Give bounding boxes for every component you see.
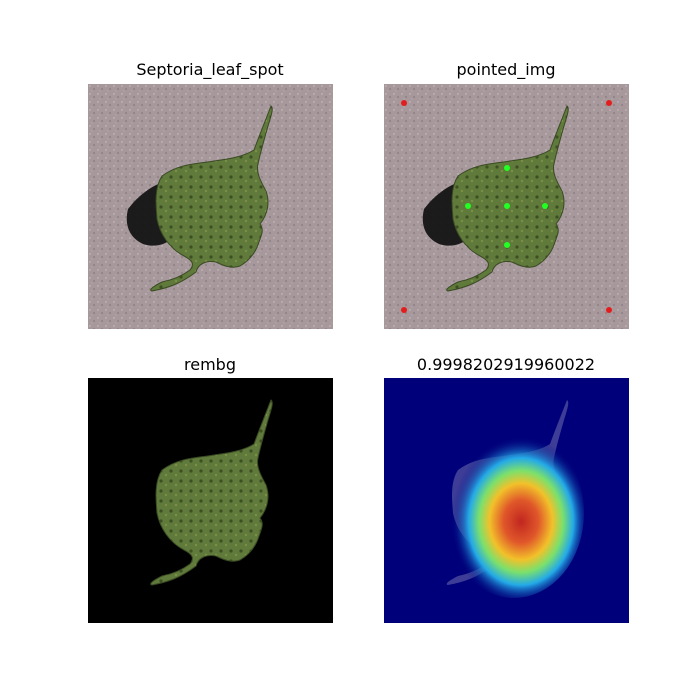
leaf-point bbox=[465, 203, 471, 209]
leaf-image-original bbox=[88, 84, 333, 329]
leaf-point bbox=[504, 203, 510, 209]
leaf-image-rembg bbox=[88, 378, 333, 623]
corner-point bbox=[401, 100, 407, 106]
corner-points bbox=[401, 100, 612, 313]
corner-point bbox=[606, 307, 612, 313]
panel-title-pointed: pointed_img bbox=[456, 60, 556, 79]
leaf-image-pointed bbox=[384, 84, 629, 329]
panel-title-original: Septoria_leaf_spot bbox=[136, 60, 284, 79]
corner-point bbox=[606, 100, 612, 106]
panel-title-rembg: rembg bbox=[184, 355, 236, 374]
corner-point bbox=[401, 307, 407, 313]
leaf-image-heatmap bbox=[384, 378, 629, 623]
leaf-point bbox=[542, 203, 548, 209]
leaf-point bbox=[504, 165, 510, 171]
heatmap-blob bbox=[444, 428, 584, 598]
leaf-points bbox=[465, 165, 548, 248]
leaf-point bbox=[504, 242, 510, 248]
panel-title-score: 0.9998202919960022 bbox=[416, 355, 596, 374]
